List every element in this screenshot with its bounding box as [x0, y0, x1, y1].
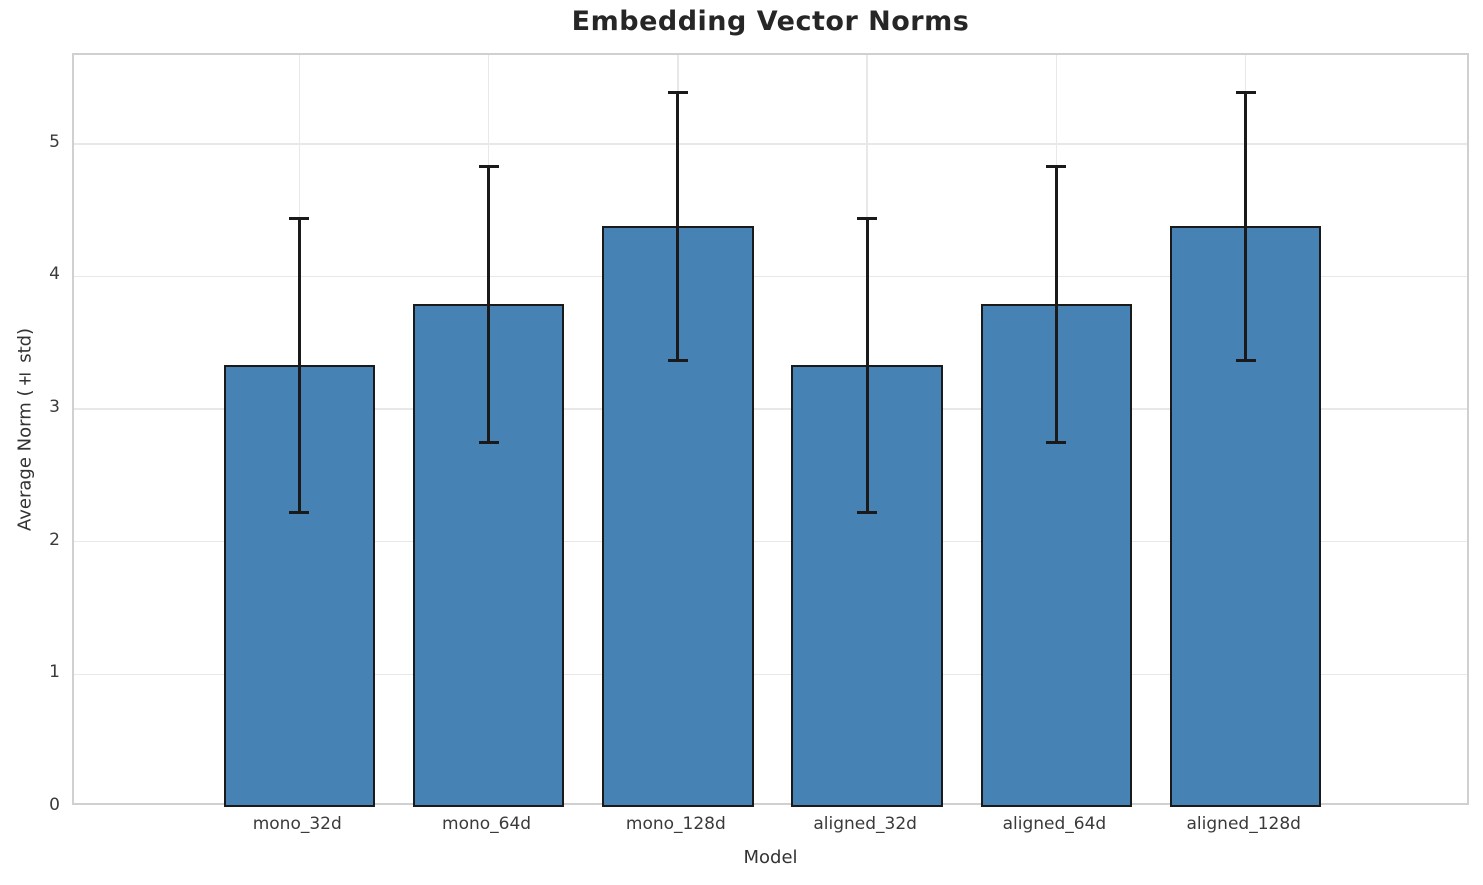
error-bar-cap: [667, 90, 688, 94]
x-axis-label: Model: [743, 847, 798, 868]
error-bar-cap: [478, 440, 499, 444]
error-bar-line: [487, 166, 491, 443]
chart-title: Embedding Vector Norms: [571, 6, 970, 37]
error-bar-line: [1244, 92, 1248, 361]
grid-line-horizontal: [74, 408, 1467, 410]
y-tick-label: 2: [49, 529, 60, 550]
error-bar-cap: [289, 511, 310, 515]
error-bar-cap: [1046, 440, 1067, 444]
grid-line-horizontal: [74, 143, 1467, 145]
x-tick-label: mono_32d: [252, 814, 342, 834]
x-tick-label: aligned_128d: [1186, 814, 1301, 834]
grid-line-horizontal: [74, 275, 1467, 278]
plot-area: [72, 53, 1469, 807]
error-bar-line: [1054, 166, 1058, 443]
grid-line-horizontal: [74, 540, 1467, 543]
error-bar-cap: [289, 216, 310, 220]
y-tick-label: 3: [49, 397, 60, 418]
y-axis-label: Average Norm (± std): [14, 327, 36, 531]
x-tick-label: mono_64d: [442, 814, 532, 834]
error-bar-cap: [1235, 90, 1256, 94]
error-bar-cap: [857, 216, 878, 220]
y-tick-label: 5: [49, 131, 60, 152]
error-bar-cap: [478, 164, 499, 168]
y-tick-label: 1: [49, 662, 60, 683]
x-tick-label: aligned_32d: [813, 814, 917, 834]
error-bar-cap: [1046, 164, 1067, 168]
y-tick-label: 4: [49, 264, 60, 285]
error-bar-line: [297, 218, 301, 513]
x-tick-label: mono_128d: [625, 814, 726, 834]
error-bar-cap: [1235, 358, 1256, 362]
grid-line-horizontal: [74, 673, 1467, 676]
y-tick-label: 0: [49, 795, 60, 815]
error-bar-cap: [667, 358, 688, 362]
error-bar-line: [865, 218, 869, 513]
x-tick-label: aligned_64d: [1002, 814, 1107, 834]
error-bar-line: [676, 92, 680, 361]
error-bar-cap: [857, 511, 878, 515]
